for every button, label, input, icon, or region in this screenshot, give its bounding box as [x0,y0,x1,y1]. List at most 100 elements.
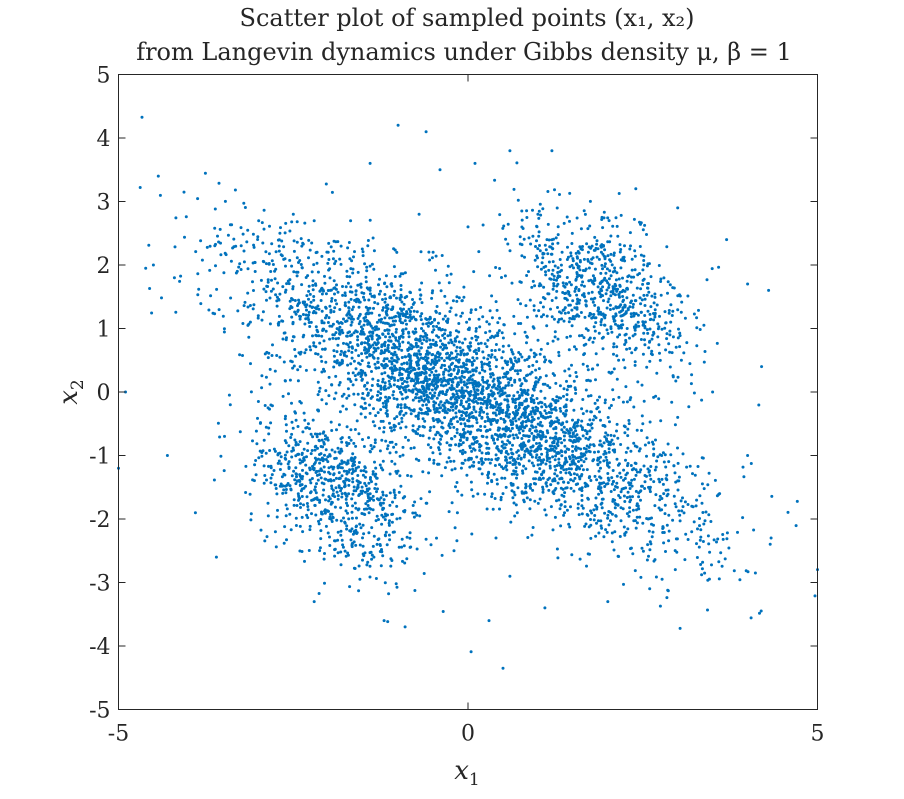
scatter-point [786,510,790,514]
scatter-point [565,379,568,383]
scatter-point [550,272,554,276]
scatter-point [439,377,443,381]
scatter-point [478,325,482,329]
scatter-point [592,508,596,512]
scatter-point [507,427,511,430]
scatter-point [347,300,351,304]
scatter-point [489,336,492,340]
scatter-point [498,389,502,393]
scatter-point [544,358,548,362]
scatter-point [653,468,657,472]
scatter-point [654,493,658,497]
scatter-point [398,516,402,520]
scatter-point [501,411,504,415]
scatter-point [498,316,502,320]
scatter-point [292,498,296,502]
scatter-point [749,462,753,465]
scatter-point [511,398,515,402]
scatter-point [276,461,280,465]
scatter-point [333,286,337,290]
scatter-point [405,377,409,380]
scatter-point [365,381,369,385]
scatter-point [527,439,531,443]
scatter-point [375,333,379,337]
scatter-point [465,367,469,371]
scatter-point [625,296,629,300]
scatter-point [595,507,599,511]
scatter-point [391,393,395,397]
scatter-point [490,495,494,499]
scatter-point [496,331,500,335]
scatter-point [414,327,417,331]
scatter-point [199,239,203,243]
scatter-point [388,538,392,542]
scatter-point [244,491,248,494]
scatter-point [357,493,361,497]
scatter-point [148,287,152,290]
scatter-point [593,267,597,271]
scatter-point [385,357,389,361]
scatter-point [341,543,345,547]
scatter-point [301,313,305,316]
scatter-point [481,315,485,319]
scatter-point [613,266,617,270]
scatter-point [298,440,302,444]
scatter-point [496,419,500,422]
scatter-point [356,344,360,347]
scatter-point [498,213,502,217]
scatter-point [552,282,556,286]
scatter-point [306,508,310,512]
scatter-point [648,548,652,552]
scatter-point [626,434,630,438]
scatter-point [392,488,396,492]
scatter-point [218,435,222,439]
scatter-point [393,462,397,466]
scatter-point [571,444,574,448]
scatter-point [639,302,643,306]
scatter-point [420,342,424,345]
scatter-point [368,264,372,268]
scatter-point [282,541,286,545]
scatter-point [559,437,562,441]
scatter-point [351,271,355,275]
scatter-point [572,472,576,476]
scatter-point [551,247,555,251]
scatter-point [494,300,498,304]
scatter-point [629,244,632,248]
scatter-point [535,397,539,400]
scatter-point [696,465,700,468]
scatter-point [551,242,555,246]
scatter-point [336,497,340,501]
scatter-point [493,178,497,182]
scatter-point [485,406,489,410]
scatter-point [561,465,565,469]
scatter-point [491,394,495,398]
scatter-point [319,299,323,302]
scatter-point [519,445,523,449]
scatter-point [515,511,519,515]
scatter-point [417,366,421,370]
scatter-point [544,447,548,450]
scatter-point [398,371,402,375]
scatter-point [284,264,287,268]
scatter-point [432,373,436,377]
scatter-point [472,270,476,274]
scatter-point [593,514,597,517]
scatter-point [435,430,439,434]
scatter-point [617,395,621,399]
scatter-point [390,308,394,311]
scatter-point [332,397,336,401]
scatter-point [277,323,280,327]
scatter-point [452,343,456,347]
scatter-point [383,316,387,320]
scatter-point [566,255,570,259]
scatter-point [707,542,711,546]
scatter-point [475,418,479,421]
scatter-point [635,286,639,290]
scatter-point [381,501,385,505]
scatter-point [460,461,464,465]
scatter-point [604,455,608,459]
scatter-point [336,343,340,347]
scatter-point [471,356,475,360]
scatter-point [427,471,431,475]
